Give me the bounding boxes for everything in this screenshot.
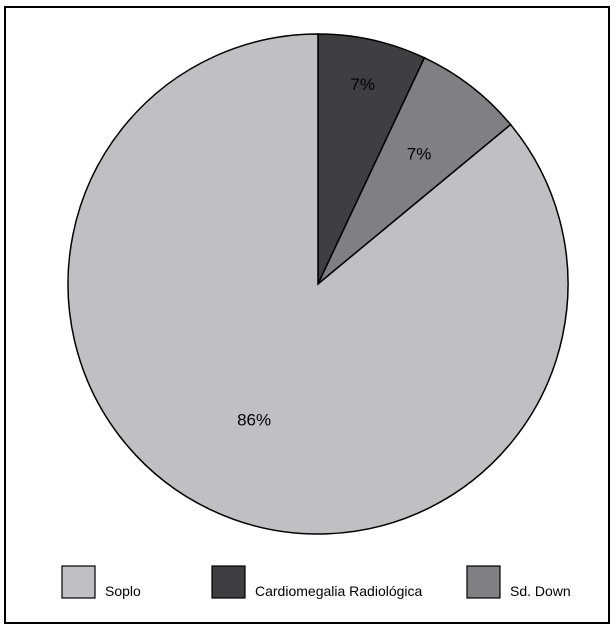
legend: Soplo Cardiomegalia Radiológica Sd. Down	[61, 565, 571, 599]
legend-label: Sd. Down	[510, 583, 571, 599]
slice-labels: 7% 7% 86%	[237, 75, 431, 430]
pie-slice	[317, 56, 512, 285]
legend-swatch	[61, 565, 96, 599]
legend-swatch	[211, 565, 246, 599]
pie-slice	[67, 33, 569, 535]
slice-percent-label: 86%	[237, 411, 271, 430]
slice-percent-label: 7%	[407, 145, 432, 164]
legend-swatch	[466, 565, 501, 599]
pie-slice	[317, 33, 426, 285]
pie-slices	[67, 33, 569, 535]
slice-percent-label: 7%	[350, 75, 375, 94]
legend-label: Soplo	[105, 583, 141, 599]
legend-label: Cardiomegalia Radiológica	[255, 583, 423, 599]
